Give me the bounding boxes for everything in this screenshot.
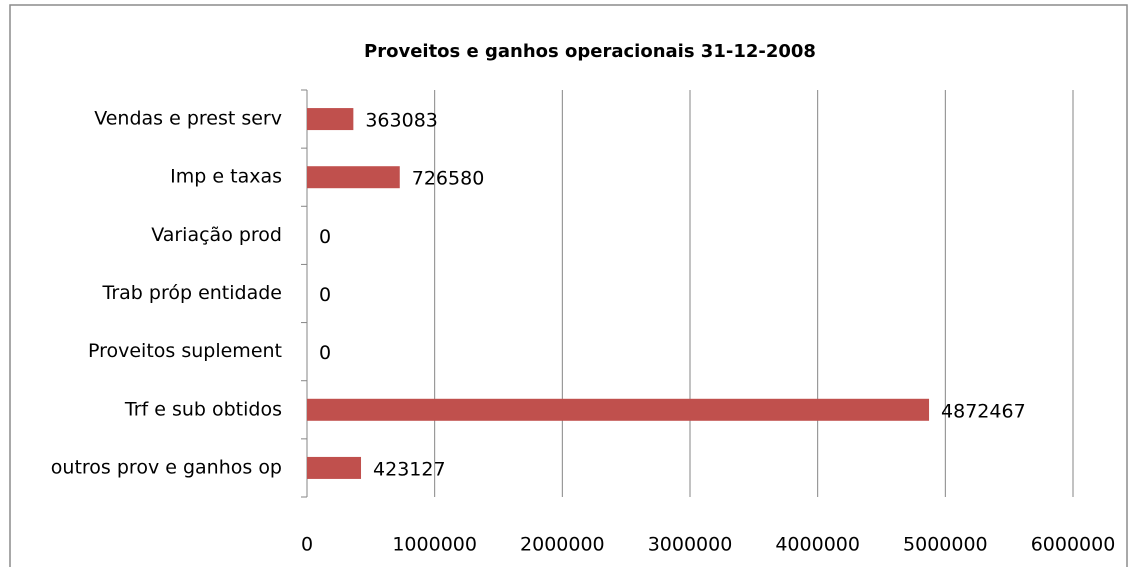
y-tick-label: Proveitos suplement	[88, 340, 282, 362]
chart-frame	[9, 4, 1128, 567]
data-label: 363083	[365, 110, 438, 132]
chart-title: Proveitos e ganhos operacionais 31-12-20…	[364, 41, 816, 62]
x-tick-label: 3000000	[648, 534, 733, 556]
data-label: 0	[319, 342, 331, 364]
x-tick-label: 0	[301, 534, 313, 556]
y-tick-label: Trf e sub obtidos	[124, 398, 282, 420]
x-tick-label: 5000000	[903, 534, 988, 556]
bar	[307, 166, 400, 189]
data-label: 0	[319, 226, 331, 248]
y-tick-label: Imp e taxas	[170, 166, 282, 188]
y-tick-label: Trab próp entidade	[102, 282, 282, 304]
bar	[307, 398, 930, 421]
data-label: 4872467	[941, 400, 1026, 422]
bar	[307, 456, 362, 479]
x-tick-label: 1000000	[392, 534, 477, 556]
bar	[307, 108, 354, 131]
x-tick-label: 6000000	[1031, 534, 1116, 556]
data-label: 0	[319, 284, 331, 306]
data-label: 726580	[412, 168, 485, 190]
x-tick-label: 4000000	[775, 534, 860, 556]
y-tick-label: Variação prod	[151, 224, 282, 246]
x-tick-label: 2000000	[520, 534, 605, 556]
y-tick-label: outros prov e ganhos op	[51, 456, 282, 478]
y-tick-label: Vendas e prest serv	[94, 108, 282, 130]
data-label: 423127	[373, 458, 446, 480]
